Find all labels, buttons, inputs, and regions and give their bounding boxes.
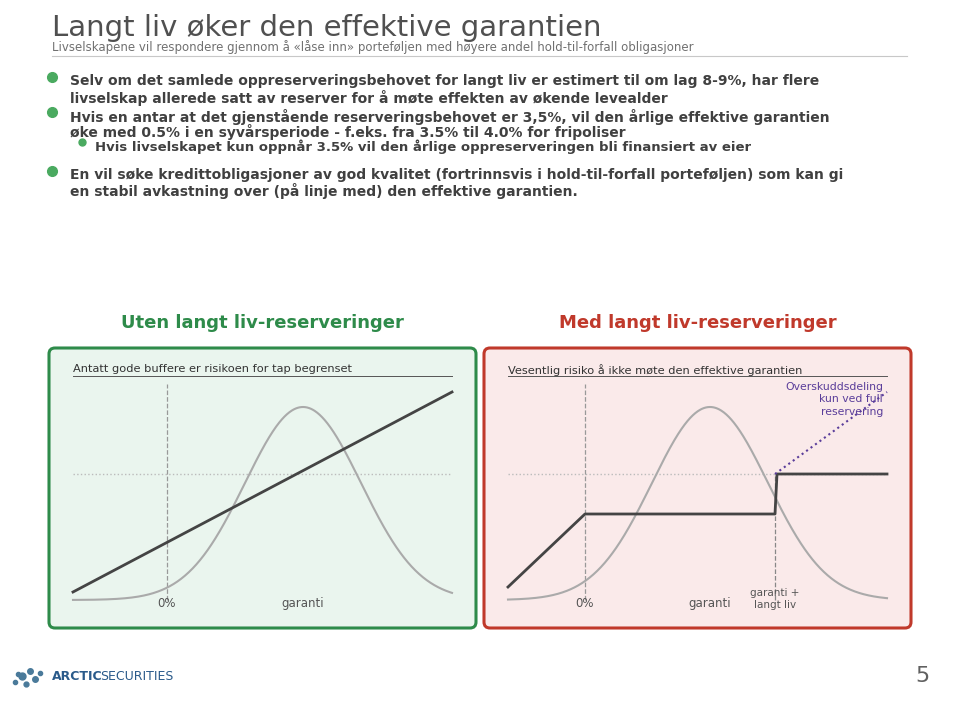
Text: Vesentlig risiko å ikke møte den effektive garantien: Vesentlig risiko å ikke møte den effekti… bbox=[508, 364, 803, 376]
Text: En vil søke kredittobligasjoner av god kvalitet (fortrinnsvis i hold-til-forfall: En vil søke kredittobligasjoner av god k… bbox=[70, 168, 843, 182]
Text: 0%: 0% bbox=[575, 597, 595, 610]
Text: garanti: garanti bbox=[282, 597, 324, 610]
Text: SECURITIES: SECURITIES bbox=[100, 670, 174, 682]
Text: livselskap allerede satt av reserver for å møte effekten av økende levealder: livselskap allerede satt av reserver for… bbox=[70, 90, 667, 106]
Text: garanti: garanti bbox=[689, 597, 732, 610]
FancyBboxPatch shape bbox=[484, 348, 911, 628]
Text: Overskuddsdeling
kun ved full
reservering: Overskuddsdeling kun ved full reserverin… bbox=[785, 382, 883, 417]
Text: Langt liv øker den effektive garantien: Langt liv øker den effektive garantien bbox=[52, 14, 601, 42]
Text: ARCTIC: ARCTIC bbox=[52, 670, 103, 682]
Text: Hvis en antar at det gjenstående reserveringsbehovet er 3,5%, vil den årlige eff: Hvis en antar at det gjenstående reserve… bbox=[70, 109, 830, 125]
Text: 5: 5 bbox=[916, 666, 930, 686]
Text: garanti +
langt liv: garanti + langt liv bbox=[750, 589, 800, 610]
Text: Livselskapene vil respondere gjennom å «låse inn» porteføljen med høyere andel h: Livselskapene vil respondere gjennom å «… bbox=[52, 40, 693, 54]
Text: Uten langt liv-reserveringer: Uten langt liv-reserveringer bbox=[121, 314, 404, 332]
Text: 0%: 0% bbox=[157, 597, 176, 610]
Text: øke med 0.5% i en syvårsperiode - f.eks. fra 3.5% til 4.0% for fripoliser: øke med 0.5% i en syvårsperiode - f.eks.… bbox=[70, 124, 625, 140]
Text: Hvis livselskapet kun oppnår 3.5% vil den årlige oppreserveringen bli finansiert: Hvis livselskapet kun oppnår 3.5% vil de… bbox=[95, 139, 751, 153]
Text: Antatt gode buffere er risikoen for tap begrenset: Antatt gode buffere er risikoen for tap … bbox=[73, 364, 352, 374]
FancyBboxPatch shape bbox=[49, 348, 476, 628]
Text: en stabil avkastning over (på linje med) den effektive garantien.: en stabil avkastning over (på linje med)… bbox=[70, 183, 577, 199]
Text: Med langt liv-reserveringer: Med langt liv-reserveringer bbox=[559, 314, 836, 332]
Text: Selv om det samlede oppreserveringsbehovet for langt liv er estimert til om lag : Selv om det samlede oppreserveringsbehov… bbox=[70, 74, 819, 88]
